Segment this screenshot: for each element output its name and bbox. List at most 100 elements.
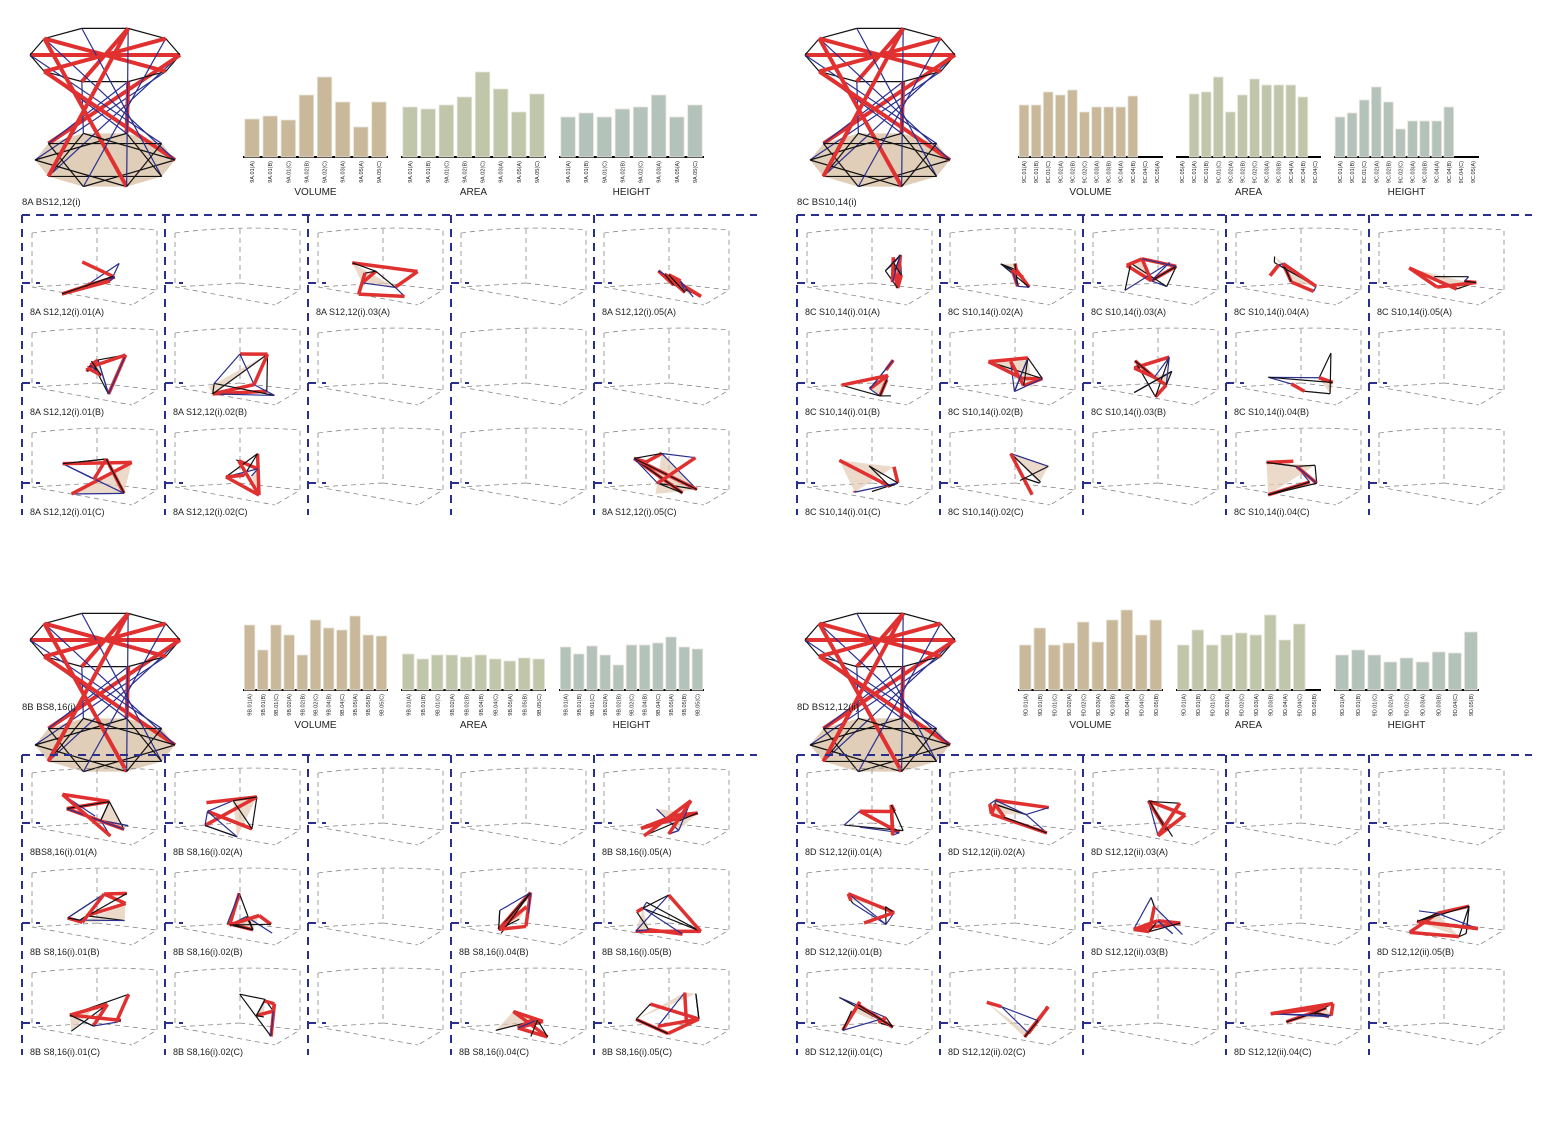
- category-label: 9A.01(B): [426, 161, 432, 183]
- category-label: 9C.03(A): [1265, 161, 1271, 183]
- edge: [1314, 465, 1318, 484]
- bar: [474, 71, 491, 158]
- edge: [901, 132, 938, 177]
- cell-label: 8B S8,16(i).02(B): [173, 947, 243, 957]
- strut: [1124, 261, 1170, 291]
- edge: [1000, 263, 1013, 271]
- cell-box: [603, 767, 730, 846]
- edge: [633, 457, 698, 491]
- cell-label: 8BS8,16(i).01(A): [30, 847, 97, 857]
- category-label: 9B.05(A): [669, 694, 675, 716]
- category-label: 9D.02(C): [1405, 694, 1411, 716]
- edge: [868, 465, 891, 487]
- tendon: [1408, 266, 1439, 289]
- cell-box: [603, 227, 730, 306]
- bar: [262, 115, 278, 158]
- edge: [1296, 464, 1316, 467]
- tendon: [818, 654, 952, 747]
- edge: [229, 924, 254, 931]
- strut: [34, 655, 167, 746]
- bar: [1033, 627, 1046, 691]
- strut: [82, 623, 167, 772]
- tendon: [988, 803, 994, 815]
- bar: [1042, 91, 1054, 158]
- edge: [1027, 357, 1043, 379]
- category-label: 9B.01(C): [590, 694, 596, 716]
- edge: [1014, 263, 1019, 287]
- cell-box: [460, 327, 587, 406]
- edge: [128, 70, 166, 83]
- edge: [232, 796, 257, 802]
- edge: [858, 132, 951, 161]
- category-label: 9D.05(B): [1469, 694, 1475, 716]
- cell-label: 8D S12,12(ii).01(C): [805, 1047, 883, 1057]
- bar: [1077, 621, 1090, 691]
- category-label: 9C.03(B): [1107, 161, 1113, 183]
- bar: [651, 94, 667, 158]
- category-label: 9A.02(C): [639, 161, 645, 183]
- cell-box: [949, 867, 1076, 946]
- edge: [47, 728, 84, 773]
- category-label: 9A.05(A): [675, 161, 681, 183]
- edge: [1023, 357, 1029, 386]
- strut: [1133, 897, 1152, 930]
- edge: [100, 801, 110, 821]
- edge: [1268, 482, 1317, 496]
- category-label: 9B.05(B): [682, 694, 688, 716]
- strut: [822, 639, 956, 762]
- category-label: 9D.04(A): [1283, 694, 1289, 716]
- edge: [940, 38, 956, 56]
- edge: [819, 612, 857, 625]
- bar: [402, 653, 415, 691]
- category-label: 9C.02(A): [1374, 161, 1380, 183]
- base-plane: [35, 133, 175, 187]
- edge: [940, 623, 956, 641]
- tendon: [656, 456, 697, 485]
- cell-box: [1378, 327, 1505, 406]
- edge: [893, 811, 904, 831]
- edge: [67, 917, 80, 921]
- strut: [635, 928, 649, 932]
- bar: [1206, 644, 1219, 691]
- cell-box: [603, 967, 730, 1046]
- cell-label: 8D S12,12(ii).05(B): [1377, 947, 1454, 957]
- edge: [804, 54, 820, 72]
- tendon: [1157, 813, 1187, 838]
- category-label: 9B.04(C): [493, 694, 499, 716]
- tendon: [635, 906, 644, 914]
- strut: [1010, 361, 1016, 392]
- category-label: 9C.05(A): [1155, 161, 1161, 183]
- cell-label: 8D S12,12(ii).01(A): [805, 847, 882, 857]
- tendon: [1133, 919, 1159, 932]
- bar: [1407, 120, 1418, 158]
- edge: [804, 639, 820, 657]
- edge: [893, 262, 902, 276]
- bar: [1297, 96, 1309, 158]
- edge: [1329, 352, 1332, 394]
- bar: [1048, 644, 1061, 691]
- category-label: 9A.02(B): [620, 161, 626, 183]
- cell-box: [174, 967, 301, 1046]
- cell-base: [1010, 453, 1049, 484]
- edge: [1003, 816, 1048, 834]
- category-label: 9C.01(B): [1034, 161, 1040, 183]
- edge: [809, 744, 902, 773]
- category-label: 9C.01(A): [1338, 161, 1344, 183]
- tendon: [61, 793, 112, 838]
- cell-box: [1378, 427, 1505, 506]
- cell-label: 8D S12,12(ii).03(B): [1091, 947, 1168, 957]
- cell-box: [174, 327, 301, 406]
- cell-box: [460, 227, 587, 306]
- tendon: [667, 1017, 700, 1036]
- edge: [62, 458, 107, 465]
- edge: [1165, 371, 1173, 386]
- edge: [83, 132, 176, 161]
- category-label: 9B.01(B): [577, 694, 583, 716]
- bar: [586, 645, 598, 691]
- tendon: [87, 353, 127, 370]
- strut: [1268, 376, 1292, 385]
- cell-box: [317, 867, 444, 946]
- tendon: [1125, 263, 1153, 283]
- cell-label: 8D S12,12(ii).01(B): [805, 947, 882, 957]
- bar: [573, 653, 585, 691]
